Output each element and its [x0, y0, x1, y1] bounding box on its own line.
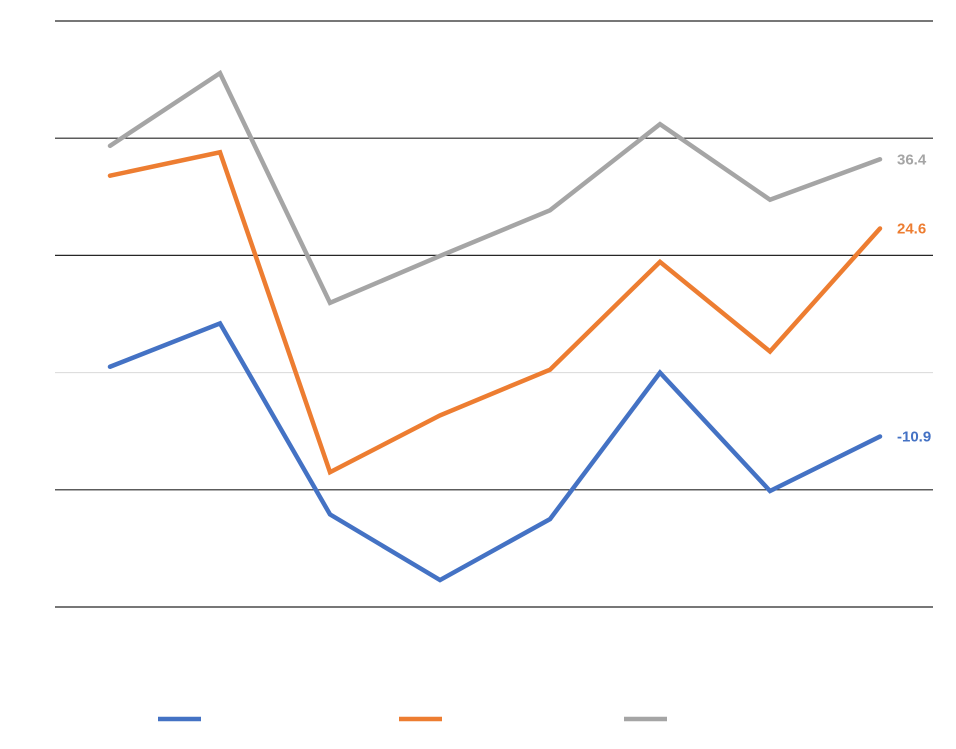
gridlines [55, 20, 933, 608]
data-label: -10.9 [897, 428, 931, 445]
series-line-1 [107, 320, 883, 583]
series-line-2 [107, 149, 883, 476]
series-lines [107, 69, 883, 583]
series-line-3 [107, 69, 883, 306]
data-label: 36.4 [897, 151, 927, 168]
data-label: 24.6 [897, 220, 926, 237]
data-labels: -10.9 24.6 36.4 [897, 151, 931, 445]
